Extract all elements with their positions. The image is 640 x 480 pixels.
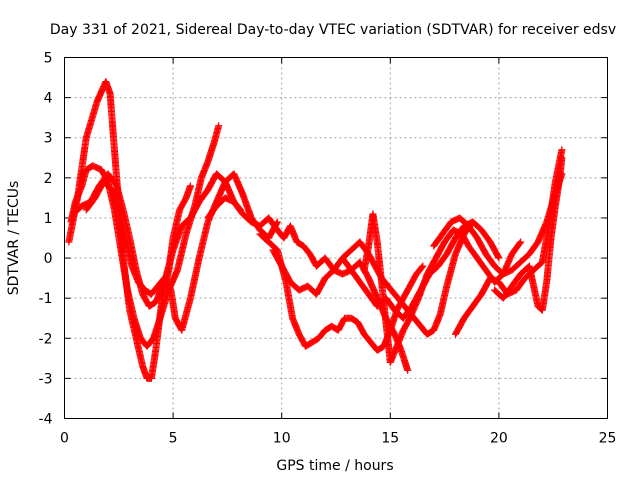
data-point <box>516 239 524 247</box>
data-point <box>494 253 502 261</box>
x-tick-labels: 0 5 10 15 20 25 <box>60 431 616 447</box>
y-tick-label: -2 <box>39 331 53 347</box>
y-tick-label: 0 <box>44 251 53 267</box>
data-point <box>419 262 427 270</box>
data-point <box>215 122 223 130</box>
y-tick-label: 1 <box>44 211 53 227</box>
y-tick-label: 4 <box>44 91 53 107</box>
x-tick-label: 25 <box>599 431 617 447</box>
data-markers <box>65 78 566 382</box>
grid <box>64 57 608 419</box>
x-axis-label: GPS time / hours <box>276 458 393 474</box>
data-point <box>418 263 426 271</box>
x-tick-label: 20 <box>490 431 508 447</box>
x-tick-label: 10 <box>273 431 291 447</box>
y-tick-label: 3 <box>44 131 53 147</box>
axis-ticks <box>64 57 608 419</box>
y-tick-labels: -4 -3 -2 -1 0 1 2 3 4 5 <box>39 51 53 428</box>
y-tick-label: 2 <box>44 171 53 187</box>
data-point <box>404 366 412 374</box>
y-tick-label: -3 <box>39 371 53 387</box>
y-tick-label: 5 <box>44 51 53 67</box>
series-sat-l <box>360 210 525 366</box>
y-axis-label: SDTVAR / TECUs <box>6 181 22 296</box>
plot-frame <box>64 57 608 419</box>
x-tick-label: 0 <box>60 431 69 447</box>
x-tick-label: 15 <box>381 431 399 447</box>
chart-title: Day 331 of 2021, Sidereal Day-to-day VTE… <box>50 22 616 38</box>
series-sat-k <box>491 154 566 314</box>
data-point <box>186 182 194 190</box>
data-point <box>558 154 566 162</box>
y-tick-label: -1 <box>39 291 53 307</box>
x-tick-label: 5 <box>169 431 178 447</box>
data-point <box>495 254 503 262</box>
y-tick-label: -4 <box>39 412 53 428</box>
series-sat-b <box>67 122 223 350</box>
data-point <box>558 146 566 154</box>
data-point <box>517 238 525 246</box>
